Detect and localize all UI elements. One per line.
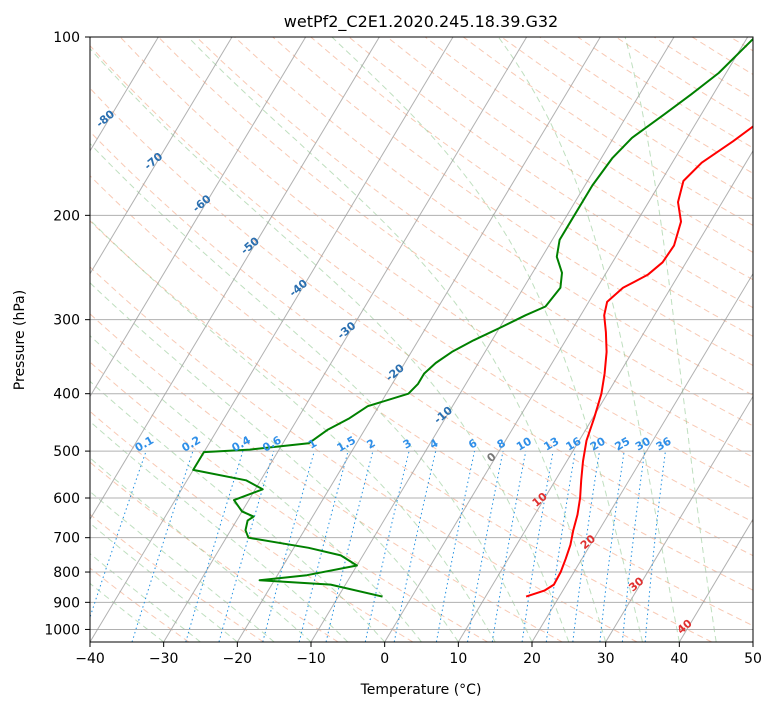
mixing-ratio-line (467, 450, 504, 642)
dry-adiabat-line (90, 220, 712, 642)
moist-adiabat-line (90, 219, 496, 642)
y-tick-label: 600 (53, 491, 80, 507)
mixing-ratio-line (599, 451, 625, 642)
dry-adiabat-line (119, 37, 753, 490)
moist-adiabat-line (90, 380, 386, 642)
isotherm-line (163, 37, 528, 642)
mixing-ratio-line (435, 450, 475, 642)
isotherm-line (90, 37, 307, 398)
mixing-ratio-line (491, 451, 527, 642)
isotherms (90, 37, 753, 642)
mixing-ratio-line (545, 451, 576, 642)
moist-adiabat-line (187, 37, 607, 642)
moist-adiabat-line (497, 37, 680, 642)
isotherm-line (457, 149, 753, 642)
profile-line (525, 125, 753, 598)
dry-adiabat-line (310, 37, 753, 337)
mixing-ratio-line (90, 450, 147, 619)
y-tick-label: 400 (53, 387, 80, 403)
moist-adiabat-line (90, 335, 422, 642)
plot-frame (89, 36, 754, 643)
dry-adiabat-line (348, 37, 753, 309)
x-tick-label: 0 (380, 651, 389, 667)
isotherm-line (605, 395, 753, 642)
isotherm-line (678, 518, 753, 642)
dry-adiabat-line (157, 37, 753, 458)
isotherm-line (531, 272, 753, 642)
moist-adiabat-line (90, 47, 570, 642)
chart-title: wetPf2_C2E1.2020.245.18.39.G32 (284, 12, 558, 32)
y-axis-label: Pressure (hPa) (12, 290, 28, 390)
dry-adiabat-line (90, 567, 190, 642)
isotherm-line (90, 37, 159, 152)
isotherm-line (310, 37, 675, 642)
x-tick-label: −10 (296, 651, 326, 667)
moist-adiabat-line (90, 142, 533, 642)
dry-adiabat-line (90, 361, 488, 642)
dry-adiabat-line (90, 175, 753, 627)
mixing-ratio-line (131, 450, 194, 642)
isobars (90, 37, 753, 630)
mixing-ratio-line (621, 451, 646, 642)
y-tick-label: 700 (53, 531, 80, 547)
dry-adiabat-line (90, 313, 563, 642)
x-axis-label: Temperature (°C) (360, 682, 482, 698)
profile-lines (192, 37, 753, 598)
isotherm-line (90, 37, 233, 275)
profile-line (192, 37, 753, 598)
moist-adiabat-line (624, 37, 717, 642)
y-tick-label: 800 (53, 565, 80, 581)
mixing-ratio-line (644, 451, 666, 642)
y-tick-label: 900 (53, 595, 80, 611)
dry-adiabat-line (90, 513, 264, 642)
isotherm-line (90, 37, 380, 521)
x-tick-label: −40 (75, 651, 105, 667)
y-tick-label: 100 (53, 30, 80, 46)
moist-adiabat-line (90, 282, 459, 642)
mixing-ratio-line (218, 450, 275, 642)
x-tick-label: −20 (223, 651, 253, 667)
dry-adiabats (90, 37, 753, 642)
moist-adiabats (90, 37, 717, 642)
y-tick-label: 1000 (44, 622, 80, 638)
x-tick-label: 30 (597, 651, 615, 667)
x-tick-label: 20 (523, 651, 541, 667)
dry-adiabat-line (90, 266, 638, 642)
isotherm-line (90, 37, 454, 642)
y-axis: 100 200 300 400 500 600 700 800 900 1000 (44, 30, 90, 638)
y-tick-label: 300 (53, 313, 80, 329)
dry-adiabat-line (196, 37, 753, 427)
mixing-ratio-line (572, 451, 600, 642)
mixing-ratio-line (521, 451, 554, 642)
moist-adiabat-line (90, 420, 349, 642)
y-tick-label: 200 (53, 208, 80, 224)
mixing-ratio-line (185, 450, 244, 642)
x-axis: −40 −30 −20 −10 0 10 20 30 40 50 (75, 642, 762, 667)
isotherm-line (384, 37, 749, 642)
x-tick-label: 10 (449, 651, 467, 667)
x-tick-label: 40 (670, 651, 688, 667)
moist-adiabat-line (331, 37, 643, 642)
x-tick-label: −30 (149, 651, 179, 667)
mixing-ratio-lines (90, 450, 666, 642)
x-tick-label: 50 (744, 651, 762, 667)
y-tick-label: 500 (53, 444, 80, 460)
isotherm-line (236, 37, 601, 642)
